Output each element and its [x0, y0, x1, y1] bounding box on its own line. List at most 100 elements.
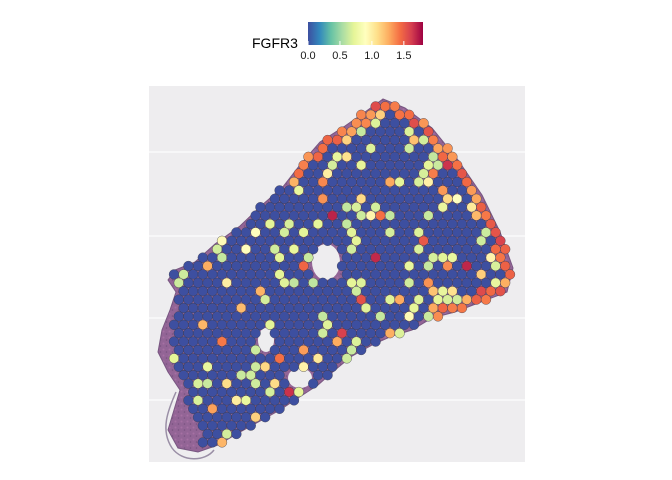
expression-spot: [389, 134, 400, 146]
expression-spot: [384, 193, 396, 204]
expression-spot: [346, 244, 357, 255]
expression-spot: [207, 353, 218, 364]
expression-spot: [389, 101, 400, 112]
expression-spot: [327, 328, 338, 339]
expression-spot: [423, 193, 434, 204]
expression-spot: [375, 126, 386, 137]
expression-spot: [456, 235, 468, 246]
expression-spot: [231, 260, 242, 272]
expression-spot: [264, 235, 276, 246]
expression-spot: [360, 336, 372, 347]
expression-spot: [269, 277, 280, 288]
expression-spot: [188, 386, 199, 398]
expression-spot: [255, 252, 266, 263]
expression-spot: [495, 286, 506, 297]
expression-spot: [221, 260, 232, 272]
expression-spot: [394, 277, 405, 288]
expression-spot: [197, 370, 208, 381]
expression-spot: [183, 395, 194, 406]
expression-spot: [418, 218, 429, 230]
expression-spot: [480, 244, 492, 255]
expression-spot: [216, 302, 228, 314]
expression-spot: [240, 227, 252, 238]
expression-spot: [408, 235, 420, 246]
expression-spot: [298, 344, 309, 356]
expression-spot: [399, 118, 410, 129]
expression-spot: [423, 160, 434, 171]
expression-spot: [336, 260, 348, 272]
expression-spot: [442, 227, 453, 238]
expression-spot: [356, 244, 367, 255]
expression-spot: [240, 328, 252, 339]
expression-spot: [298, 328, 309, 339]
expression-spot: [269, 227, 280, 238]
expression-spot: [183, 294, 194, 305]
expression-spot: [380, 302, 391, 314]
expression-spot: [236, 336, 247, 347]
expression-spot: [312, 302, 324, 314]
expression-spot: [476, 202, 487, 213]
expression-spot: [332, 235, 343, 246]
expression-spot: [250, 210, 261, 221]
expression-spot: [317, 277, 328, 288]
expression-spot: [231, 378, 242, 389]
expression-spot: [274, 286, 285, 297]
expression-spot: [322, 151, 333, 162]
expression-spot: [178, 269, 189, 280]
expression-spot: [384, 227, 396, 238]
expression-spot: [404, 244, 415, 255]
expression-spot: [413, 176, 424, 188]
expression-spot: [442, 160, 453, 171]
expression-spot: [404, 311, 415, 322]
expression-spot: [437, 218, 448, 230]
expression-spot: [356, 344, 367, 356]
expression-spot: [346, 126, 357, 137]
expression-spot: [245, 302, 256, 314]
expression-spot: [336, 311, 348, 322]
expression-spot: [375, 193, 386, 204]
expression-spot: [250, 277, 261, 288]
expression-spot: [442, 294, 453, 305]
expression-spot: [202, 428, 213, 440]
expression-spot: [356, 143, 367, 154]
expression-spot: [365, 193, 376, 204]
expression-spot: [212, 428, 223, 440]
expression-spot: [452, 176, 463, 188]
expression-spot: [168, 319, 180, 330]
expression-spot: [183, 260, 194, 272]
expression-spot: [240, 395, 252, 406]
expression-spot: [346, 260, 357, 272]
expression-spot: [500, 260, 511, 272]
expression-spot: [408, 118, 420, 129]
expression-spot: [404, 160, 415, 171]
expression-spot: [288, 311, 300, 322]
expression-spot: [365, 227, 376, 238]
expression-spot: [202, 277, 213, 288]
expression-spot: [423, 311, 434, 322]
expression-spot: [408, 218, 420, 230]
expression-spot: [312, 353, 324, 364]
expression-spot: [375, 260, 386, 272]
expression-spot: [312, 218, 324, 230]
expression-spot: [370, 235, 381, 246]
expression-spot: [466, 235, 477, 246]
expression-spot: [245, 403, 256, 414]
expression-spot: [418, 235, 429, 246]
expression-spot: [207, 403, 218, 414]
expression-spot: [356, 176, 367, 188]
expression-spot: [236, 420, 247, 431]
expression-spot: [226, 370, 237, 381]
expression-spot: [341, 235, 352, 246]
expression-spot: [341, 336, 352, 347]
expression-spot: [432, 294, 444, 305]
expression-spot: [264, 218, 276, 230]
expression-spot: [250, 260, 261, 272]
expression-spot: [269, 344, 280, 356]
expression-spot: [480, 294, 492, 305]
expression-spot: [476, 252, 487, 263]
expression-spot: [428, 168, 439, 179]
expression-spot: [336, 193, 348, 204]
expression-spot: [332, 218, 343, 230]
expression-spot: [399, 185, 410, 196]
expression-spot: [384, 160, 396, 171]
